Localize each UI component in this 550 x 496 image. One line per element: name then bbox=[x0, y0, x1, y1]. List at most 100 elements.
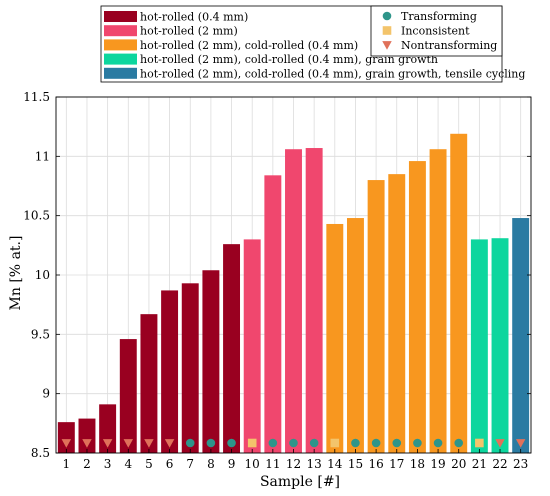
x-tick-label: 18 bbox=[410, 457, 425, 471]
x-tick-label: 6 bbox=[166, 457, 174, 471]
y-tick-label: 11 bbox=[35, 149, 50, 163]
bar bbox=[264, 175, 282, 453]
sample-markers bbox=[61, 438, 526, 448]
y-tick-label: 9.5 bbox=[31, 327, 50, 341]
marker-transforming bbox=[371, 438, 381, 448]
marker-legend-box bbox=[370, 5, 503, 57]
x-tick-label: 17 bbox=[389, 457, 404, 471]
legend-label: hot-rolled (0.4 mm) bbox=[140, 11, 248, 24]
bars bbox=[57, 133, 530, 454]
marker-nontransforming bbox=[495, 439, 505, 448]
y-axis: 8.5 9 9.5 10 10.5 11 11.5 bbox=[23, 90, 531, 460]
marker-transforming bbox=[351, 438, 360, 448]
x-tick-label: 15 bbox=[348, 457, 363, 471]
y-tick-label: 8.5 bbox=[31, 446, 50, 460]
marker-transforming bbox=[309, 438, 319, 448]
legend-swatch bbox=[104, 11, 137, 22]
marker-transforming bbox=[413, 438, 422, 448]
marker-inconsistent bbox=[475, 438, 484, 448]
x-tick-label: 21 bbox=[472, 457, 487, 471]
y-tick-label: 10.5 bbox=[23, 209, 50, 223]
bar bbox=[470, 239, 488, 453]
x-tick-label: 23 bbox=[513, 457, 528, 471]
bar bbox=[512, 218, 530, 453]
x-tick-label: 11 bbox=[265, 457, 280, 471]
x-axis: 1 2 3 4 5 6 7 8 9 10 11 12 13 14 15 16 17 18 19 20 21 22 23 bbox=[63, 449, 528, 471]
bar bbox=[202, 270, 220, 453]
x-tick-label: 12 bbox=[286, 457, 301, 471]
bar bbox=[181, 283, 199, 453]
marker-transforming bbox=[289, 438, 298, 448]
bar bbox=[450, 133, 468, 453]
marker-nontransforming bbox=[82, 439, 92, 448]
x-tick-label: 10 bbox=[245, 457, 260, 471]
bar bbox=[367, 180, 385, 454]
x-tick-label: 8 bbox=[207, 457, 215, 471]
bar bbox=[326, 223, 344, 453]
legend-swatch bbox=[104, 39, 137, 51]
marker-transforming bbox=[268, 438, 278, 448]
marker-transforming bbox=[454, 438, 464, 448]
bar bbox=[305, 148, 323, 453]
legend-label: Transforming bbox=[401, 10, 477, 23]
y-tick-label: 9 bbox=[42, 387, 50, 401]
marker-nontransforming bbox=[102, 439, 113, 448]
bar bbox=[57, 422, 75, 453]
y-tick-label: 10 bbox=[35, 268, 50, 282]
bar bbox=[223, 244, 241, 453]
bar bbox=[388, 174, 406, 453]
legend-marker-nontransforming bbox=[382, 41, 392, 50]
legend-marker-transforming bbox=[382, 11, 392, 21]
y-axis-label: Mn [% at.] bbox=[8, 236, 24, 311]
x-tick-label: 13 bbox=[307, 457, 322, 471]
bar bbox=[429, 149, 447, 454]
marker-nontransforming bbox=[164, 439, 175, 448]
marker-inconsistent bbox=[330, 438, 340, 448]
marker-transforming bbox=[392, 438, 402, 448]
marker-inconsistent bbox=[247, 438, 257, 448]
bar bbox=[346, 218, 364, 453]
bar bbox=[99, 404, 117, 453]
x-tick-label: 4 bbox=[124, 457, 132, 471]
bar bbox=[243, 239, 261, 453]
legend-swatch bbox=[104, 53, 137, 65]
legend-label: hot-rolled (2 mm) bbox=[140, 25, 238, 38]
bar bbox=[285, 149, 302, 454]
legend-label: hot-rolled (2 mm), cold-rolled (0.4 mm),… bbox=[140, 67, 525, 80]
x-tick-label: 9 bbox=[228, 457, 236, 471]
marker-nontransforming bbox=[144, 439, 154, 448]
legend-label: Nontransforming bbox=[401, 39, 497, 52]
marker-transforming bbox=[206, 438, 216, 448]
x-tick-label: 7 bbox=[186, 457, 194, 471]
bar bbox=[140, 314, 158, 453]
y-tick-label: 11.5 bbox=[23, 90, 50, 104]
legend-swatch bbox=[104, 25, 137, 37]
bar bbox=[119, 339, 137, 453]
x-tick-label: 16 bbox=[368, 457, 383, 471]
x-tick-label: 14 bbox=[327, 457, 343, 471]
legend-swatch bbox=[104, 67, 137, 79]
bar bbox=[491, 238, 509, 453]
marker-transforming bbox=[185, 438, 195, 448]
bar bbox=[78, 418, 96, 453]
x-tick-label: 19 bbox=[430, 457, 445, 471]
x-tick-label: 2 bbox=[83, 457, 91, 471]
marker-nontransforming bbox=[515, 439, 526, 448]
x-tick-label: 20 bbox=[451, 457, 466, 471]
marker-nontransforming bbox=[123, 439, 134, 448]
legend-label: hot-rolled (2 mm), cold-rolled (0.4 mm) bbox=[140, 39, 358, 52]
x-tick-label: 5 bbox=[145, 457, 153, 471]
x-axis-label: Sample [#] bbox=[260, 474, 340, 490]
marker-transforming bbox=[227, 438, 236, 448]
bar bbox=[408, 161, 426, 453]
legend-marker-inconsistent bbox=[382, 26, 392, 35]
x-tick-label: 3 bbox=[104, 457, 112, 471]
marker-transforming bbox=[433, 438, 443, 448]
marker-nontransforming bbox=[61, 439, 72, 448]
x-tick-label: 1 bbox=[63, 457, 71, 471]
bar bbox=[161, 290, 179, 453]
x-tick-label: 22 bbox=[492, 457, 507, 471]
legend-label: Inconsistent bbox=[401, 25, 470, 38]
legend: hot-rolled (0.4 mm)hot-rolled (2 mm)hot-… bbox=[100, 5, 525, 83]
